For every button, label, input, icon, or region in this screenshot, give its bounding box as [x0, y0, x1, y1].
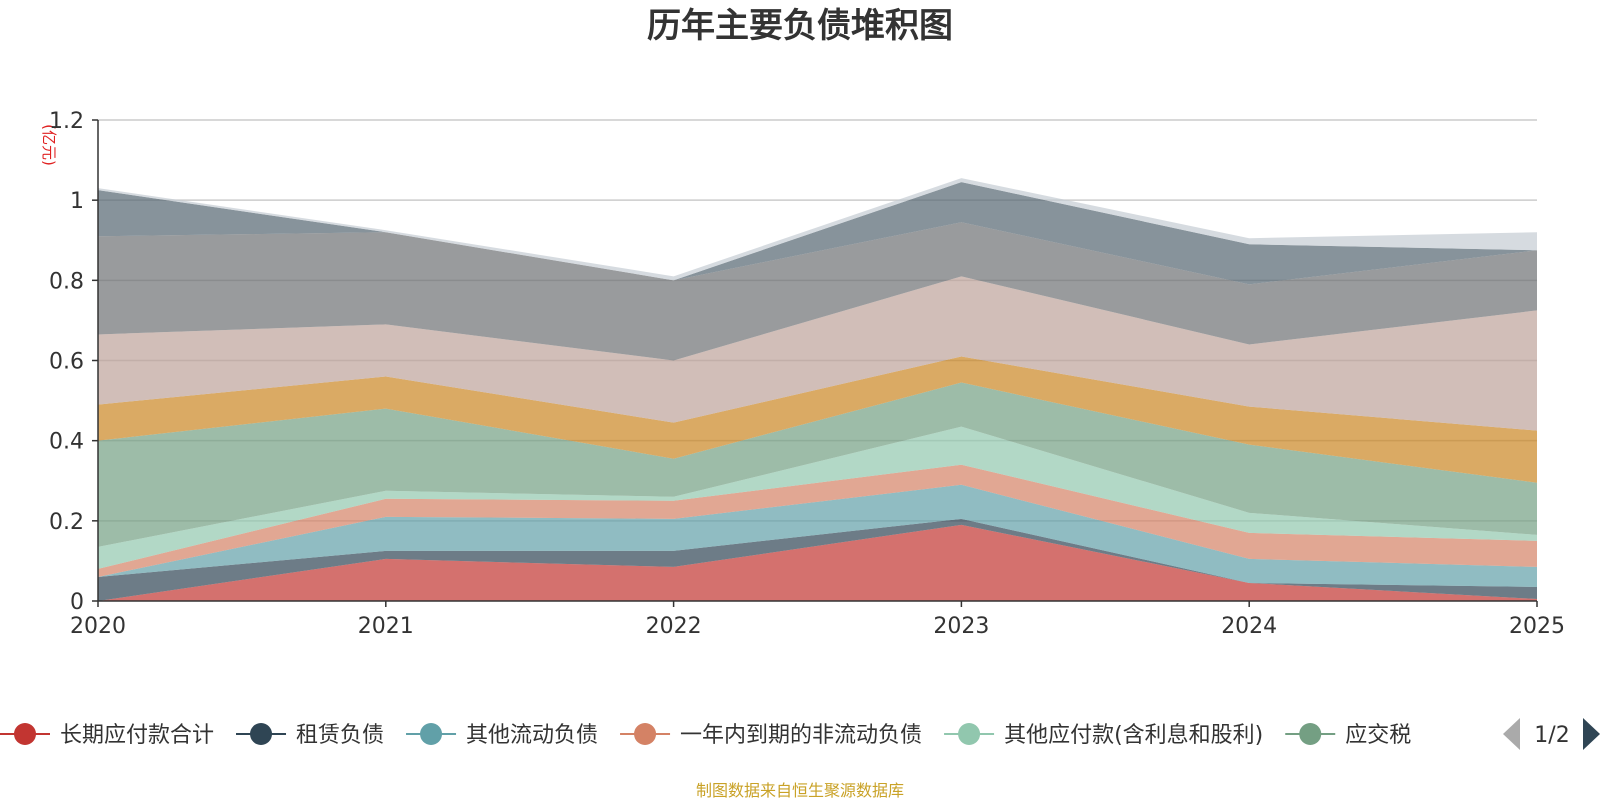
area-series-7 — [98, 276, 1537, 431]
legend-item-label[interactable]: 其他应付款(含利息和股利) — [1004, 723, 1263, 748]
legend-marker — [14, 723, 36, 745]
area-series-0 — [98, 524, 1537, 601]
area-series-10 — [98, 178, 1537, 281]
legend-item-label[interactable]: 应交税 — [1345, 723, 1411, 748]
x-tick-label: 2021 — [358, 614, 414, 639]
legend-item-label[interactable]: 租赁负债 — [296, 723, 384, 748]
legend-page-indicator: 1/2 — [1534, 723, 1569, 748]
x-tick-label: 2022 — [646, 614, 702, 639]
area-series-group — [98, 178, 1537, 601]
y-tick-label: 0 — [70, 590, 84, 615]
legend-pager: 1/2 — [1503, 718, 1600, 750]
legend-item-label[interactable]: 长期应付款合计 — [60, 723, 214, 748]
legend-prev-page-icon[interactable] — [1503, 718, 1520, 750]
x-tick-label: 2024 — [1221, 614, 1277, 639]
legend: 长期应付款合计 租赁负债 其他流动负债 一年内到期的非流动负债 其他应付款(含利息和股利… — [0, 723, 1411, 748]
area-series-2 — [98, 484, 1537, 587]
area-series-3 — [98, 464, 1537, 577]
legend-marker — [250, 723, 273, 745]
legend-marker — [1299, 723, 1322, 745]
y-tick-label: 0.6 — [49, 350, 84, 375]
y-axis-unit-label: (亿元) — [40, 124, 58, 166]
legend-marker — [634, 723, 657, 745]
legend-next-page-icon[interactable] — [1583, 718, 1600, 750]
legend-item-label[interactable]: 其他流动负债 — [466, 723, 598, 748]
area-series-1 — [98, 518, 1537, 601]
legend-marker — [420, 723, 443, 745]
y-tick-label: 0.4 — [49, 430, 84, 455]
area-series-5 — [98, 382, 1537, 547]
x-tick-label: 2023 — [933, 614, 989, 639]
y-axis-ticks: 0 0.2 0.4 0.6 0.8 1 1.2 — [49, 109, 98, 615]
y-tick-label: 0.8 — [49, 269, 84, 294]
area-series-9 — [98, 182, 1537, 285]
y-tick-label: 1.2 — [49, 109, 84, 134]
area-series-4 — [98, 426, 1537, 569]
y-tick-label: 1 — [70, 189, 84, 214]
x-tick-label: 2025 — [1509, 614, 1565, 639]
legend-marker — [958, 723, 981, 745]
x-axis-ticks: 2020 2021 2022 2023 2024 2025 — [70, 601, 1565, 639]
area-series-8 — [98, 222, 1537, 361]
data-source-note: 制图数据来自恒生聚源数据库 — [696, 781, 904, 800]
legend-item-label[interactable]: 一年内到期的非流动负债 — [680, 723, 922, 748]
chart-title: 历年主要负债堆积图 — [647, 6, 953, 46]
y-tick-label: 0.2 — [49, 510, 84, 535]
x-tick-label: 2020 — [70, 614, 126, 639]
area-series-6 — [98, 356, 1537, 483]
